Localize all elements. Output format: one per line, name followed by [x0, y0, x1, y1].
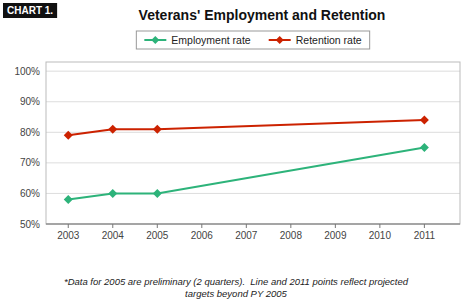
- chart-label-text: CHART 1.: [7, 5, 53, 16]
- data-point: [153, 189, 162, 198]
- marks: [64, 116, 429, 204]
- x-tick: [424, 224, 425, 228]
- y-tick-label: 70%: [20, 157, 40, 168]
- x-tick: [379, 224, 380, 228]
- grid: [46, 71, 460, 224]
- chart-label-box: [3, 3, 57, 18]
- y-tick-label: 60%: [20, 188, 40, 199]
- grid-line: [46, 71, 460, 72]
- data-point: [64, 131, 73, 140]
- legend-label: Retention rate: [296, 34, 362, 46]
- x-tick: [157, 224, 158, 228]
- footnote: targets beyond PY 2005: [185, 288, 287, 299]
- x-tick-label: 2011: [414, 230, 436, 241]
- series-line: [68, 148, 424, 200]
- plot-frame: [46, 62, 460, 224]
- legend-frame: [136, 31, 369, 49]
- x-tick: [246, 224, 247, 228]
- chart-label: CHART 1.: [3, 3, 57, 18]
- grid-line: [46, 101, 460, 102]
- x-tick-label: 2009: [324, 230, 347, 241]
- legend-marker: [151, 36, 159, 44]
- legend-item: Retention rate: [269, 34, 362, 46]
- grid-line: [46, 162, 460, 163]
- y-tick-label: 100%: [14, 66, 40, 77]
- legend-label: Employment rate: [171, 34, 251, 46]
- footnote: *Data for 2005 are preliminary (2 quarte…: [64, 276, 409, 287]
- x-tick: [68, 224, 69, 228]
- x-tick: [335, 224, 336, 228]
- x-tick-label: 2005: [146, 230, 169, 241]
- data-point: [153, 125, 162, 134]
- x-tick-label: 2006: [191, 230, 214, 241]
- x-tick-label: 2003: [57, 230, 80, 241]
- x-tick: [290, 224, 291, 228]
- data-point: [108, 189, 117, 198]
- data-point: [420, 143, 429, 152]
- y-tick-label: 50%: [20, 219, 40, 230]
- x-tick: [112, 224, 113, 228]
- grid-line: [46, 224, 460, 225]
- x-axis-line: [46, 224, 460, 225]
- x-tick-label: 2007: [235, 230, 258, 241]
- x-tick: [201, 224, 202, 228]
- y-tick-label: 80%: [20, 127, 40, 138]
- x-tick-label: 2004: [102, 230, 125, 241]
- legend-marker: [276, 36, 284, 44]
- data-point: [108, 125, 117, 134]
- chart: 50% 60% 70% 80% 90% 100% 2003 2004 2005 2006 2007 2…: [0, 0, 472, 305]
- legend: Employment rate Retention rate: [136, 31, 369, 49]
- legend-item: Employment rate: [144, 34, 251, 46]
- x-tick-label: 2010: [369, 230, 392, 241]
- y-tick-label: 90%: [20, 96, 40, 107]
- title: Veterans' Employment and Retention: [139, 7, 386, 23]
- data-point: [420, 116, 429, 125]
- series-line: [68, 120, 424, 135]
- data-point: [64, 195, 73, 204]
- x-tick-label: 2008: [280, 230, 303, 241]
- grid-line: [46, 132, 460, 133]
